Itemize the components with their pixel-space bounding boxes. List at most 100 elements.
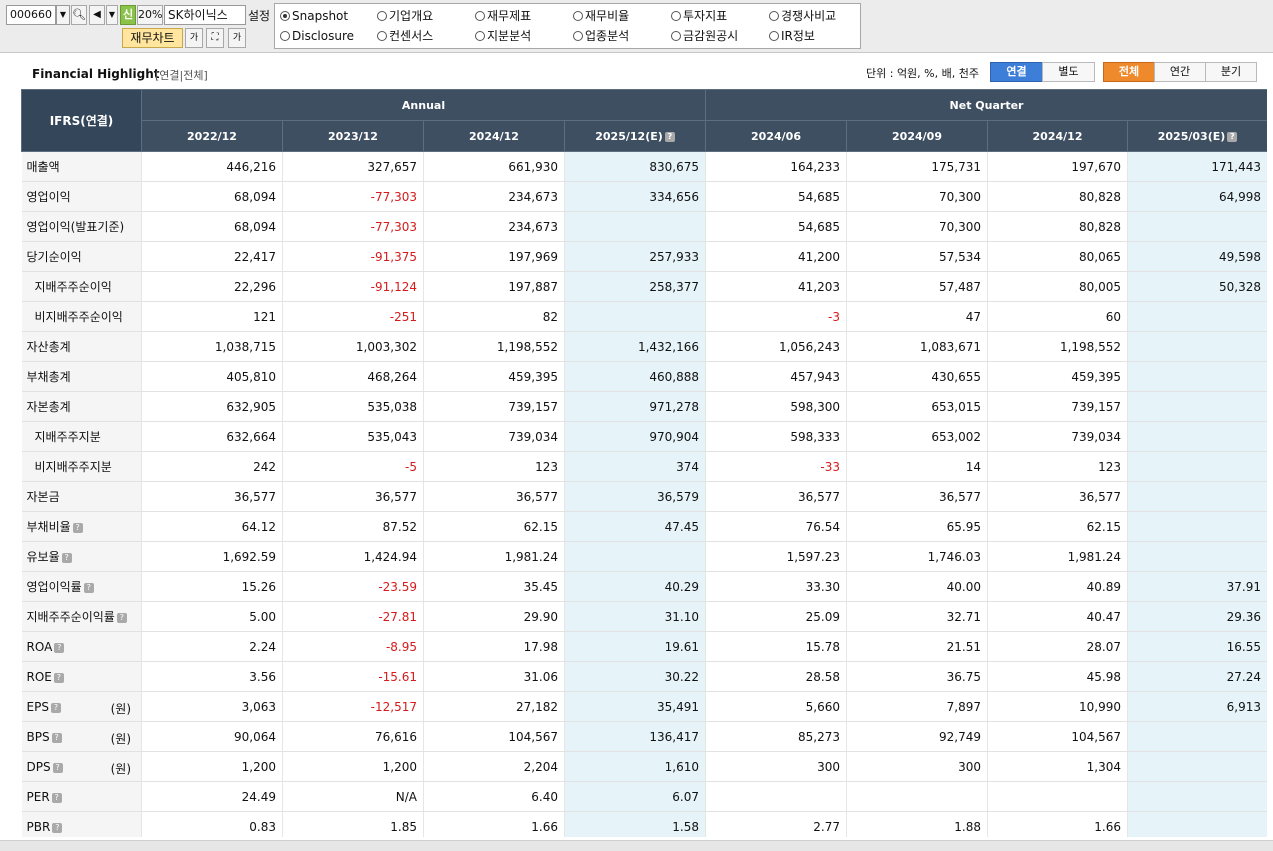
help-icon[interactable]: ? <box>52 762 63 773</box>
help-icon[interactable]: ? <box>51 792 62 803</box>
tab-consolidated[interactable]: 연결 <box>990 62 1043 82</box>
help-icon[interactable]: ? <box>61 553 72 563</box>
table-cell: 1.66 <box>423 811 565 837</box>
row-label: PBR? <box>21 811 142 837</box>
horizontal-scrollbar[interactable] <box>0 840 1273 851</box>
help-icon[interactable]: ? <box>52 822 63 833</box>
table-cell: 1,746.03 <box>846 541 989 572</box>
font-size-icon[interactable]: 가 <box>185 28 203 48</box>
table-cell: 2,204 <box>423 751 565 782</box>
radio-investment-indicators[interactable]: 투자지표 <box>671 9 727 23</box>
column-header: 2024/12 <box>423 120 565 152</box>
table-cell: 6.07 <box>564 781 707 812</box>
table-cell <box>846 781 989 812</box>
table-cell: 405,810 <box>141 361 283 392</box>
table-cell: 653,002 <box>846 421 989 452</box>
table-cell: -12,517 <box>282 691 424 722</box>
settings-link[interactable]: 설정 <box>248 9 271 23</box>
table-cell: 7,897 <box>846 691 989 722</box>
tab-quarterly[interactable]: 분기 <box>1205 62 1257 82</box>
table-row: ROA? 2.24 -8.95 17.98 19.61 15.78 21.51 28.07 16… <box>21 631 1267 662</box>
table-cell: 830,675 <box>564 151 707 182</box>
table-cell: 31.06 <box>423 661 565 692</box>
table-row: 자본금 36,577 36,577 36,577 36,579 36,577 36,577 3… <box>21 481 1267 512</box>
help-icon[interactable]: ? <box>51 732 62 743</box>
radio-ownership-analysis[interactable]: 지분분석 <box>475 29 531 43</box>
table-cell: 68,094 <box>141 181 283 212</box>
radio-financial-ratios[interactable]: 재무비율 <box>573 9 629 23</box>
print-icon[interactable]: 가 <box>228 28 246 48</box>
row-label: 비지배주주지분 <box>21 451 142 482</box>
help-icon[interactable]: ? <box>1227 131 1238 142</box>
radio-fss-disclosure[interactable]: 금감원공시 <box>671 29 738 43</box>
financial-chart-button[interactable]: 재무차트 <box>122 28 183 48</box>
table-cell: 30.22 <box>564 661 707 692</box>
help-icon[interactable]: ? <box>664 131 675 142</box>
radio-company-overview[interactable]: 기업개요 <box>377 9 433 23</box>
table-cell: 164,233 <box>705 151 848 182</box>
table-cell: 1.88 <box>846 811 989 837</box>
table-cell: 36,577 <box>141 481 283 512</box>
help-icon[interactable]: ? <box>116 613 127 623</box>
help-icon[interactable]: ? <box>83 583 94 593</box>
chevron-down-icon[interactable]: ▼ <box>106 5 118 25</box>
radio-consensus[interactable]: 컨센서스 <box>377 29 433 43</box>
percent-button[interactable]: 20% <box>137 5 163 25</box>
row-label: 영업이익률? <box>21 571 142 602</box>
help-icon[interactable]: ? <box>50 702 61 713</box>
radio-industry-analysis[interactable]: 업종분석 <box>573 29 629 43</box>
new-button[interactable]: 신 <box>120 5 136 25</box>
speaker-icon[interactable]: ◀ <box>89 5 105 25</box>
table-cell: 41,203 <box>705 271 848 302</box>
table-cell: 1,038,715 <box>141 331 283 362</box>
table-cell: 6.40 <box>423 781 565 812</box>
table-cell: 35.45 <box>423 571 565 602</box>
column-header: 2024/09 <box>846 120 989 152</box>
table-cell: 5,660 <box>705 691 848 722</box>
company-name-field[interactable]: SK하이닉스 <box>164 5 246 25</box>
table-cell: 121 <box>141 301 283 332</box>
table-cell: 90,064 <box>141 721 283 752</box>
radio-peer-comparison[interactable]: 경쟁사비교 <box>769 9 836 23</box>
row-unit: (원) <box>110 731 131 746</box>
table-cell: 300 <box>846 751 989 782</box>
table-cell: 1,083,671 <box>846 331 989 362</box>
table-cell: 739,157 <box>987 391 1129 422</box>
tab-all[interactable]: 전체 <box>1103 62 1155 82</box>
table-cell: 104,567 <box>423 721 565 752</box>
table-cell <box>1127 391 1267 422</box>
help-icon[interactable]: ? <box>53 672 64 683</box>
search-icon[interactable]: 🔍︎ <box>71 5 87 25</box>
table-cell: 653,015 <box>846 391 989 422</box>
tab-annual[interactable]: 연간 <box>1154 62 1206 82</box>
table-cell: 57,534 <box>846 241 989 272</box>
help-icon[interactable]: ? <box>72 523 83 533</box>
help-icon[interactable]: ? <box>54 642 65 653</box>
radio-financial-statements[interactable]: 재무제표 <box>475 9 531 23</box>
row-label: 영업이익(발표기준) <box>21 211 142 242</box>
radio-ir-info[interactable]: IR정보 <box>769 29 815 43</box>
stock-code-input[interactable]: 000660 <box>6 5 56 25</box>
table-cell: 40.89 <box>987 571 1129 602</box>
table-cell: 17.98 <box>423 631 565 662</box>
radio-snapshot[interactable]: Snapshot <box>280 9 348 23</box>
expand-icon[interactable]: ⛶ <box>206 28 224 48</box>
table-cell: 54,685 <box>705 181 848 212</box>
table-cell: 80,065 <box>987 241 1129 272</box>
table-row: 영업이익률? 15.26 -23.59 35.45 40.29 33.30 40.00 40.… <box>21 571 1267 602</box>
table-cell: 64.12 <box>141 511 283 542</box>
radio-icon <box>377 11 387 21</box>
table-cell <box>564 301 707 332</box>
table-cell <box>564 541 707 572</box>
radio-disclosure[interactable]: Disclosure <box>280 29 354 43</box>
radio-icon <box>573 11 583 21</box>
radio-icon <box>280 31 290 41</box>
tab-separate[interactable]: 별도 <box>1042 62 1095 82</box>
table-cell: 1,692.59 <box>141 541 283 572</box>
table-cell: 36.75 <box>846 661 989 692</box>
radio-icon <box>671 31 681 41</box>
table-cell: 2.77 <box>705 811 848 837</box>
row-label: 부채총계 <box>21 361 142 392</box>
chevron-down-icon[interactable]: ▼ <box>56 5 70 25</box>
table-row: 비지배주주순이익 121 -251 82 -3 47 60 <box>21 301 1267 332</box>
